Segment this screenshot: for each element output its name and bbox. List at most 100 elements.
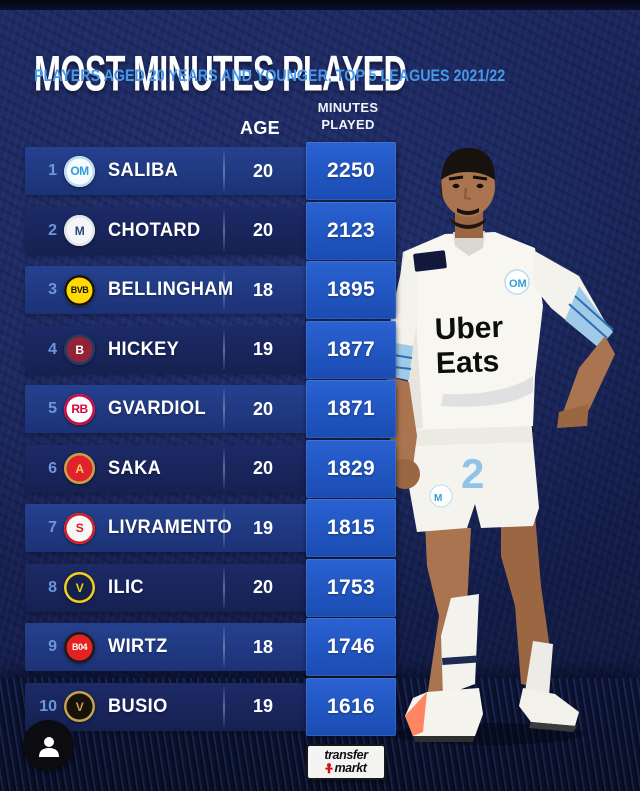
rank-label: 2 <box>48 221 57 239</box>
column-divider <box>223 151 225 191</box>
column-divider <box>223 389 225 429</box>
minutes-value-box: 1815 <box>306 499 396 557</box>
minutes-value: 2123 <box>327 218 375 242</box>
player-photo: 2 M OM Uber Eats <box>385 148 615 745</box>
age-value: 20 <box>252 458 274 478</box>
age-value: 19 <box>252 339 274 359</box>
column-header-age: AGE <box>240 118 280 138</box>
rank-label: 9 <box>48 638 57 655</box>
minutes-value: 1753 <box>327 575 375 599</box>
minutes-value: 1829 <box>327 456 375 480</box>
minutes-value: 1815 <box>327 516 375 539</box>
crest-rb-leipzig-icon: RB <box>64 393 95 425</box>
top-black-strip <box>0 0 640 10</box>
rank-label: 3 <box>48 281 57 298</box>
crest-venezia-icon: V <box>64 691 95 722</box>
player-name: HICKEY <box>108 338 180 360</box>
player-name: ILIC <box>108 576 144 598</box>
table-row: 9 B04 WIRTZ 18 1746 <box>25 618 396 676</box>
page-title: MOST MINUTES PLAYED <box>34 44 407 102</box>
person-icon <box>38 736 59 757</box>
crest-bologna-icon: B <box>64 334 95 365</box>
age-value: 19 <box>252 696 274 716</box>
crest-arsenal-icon: A <box>64 453 95 484</box>
transfermarkt-logo-line1: transfer <box>324 748 368 763</box>
table-rows: 1 OM SALIBA 20 2250 2 M CHOTARD 20 2123 … <box>25 142 396 736</box>
minutes-value: 1895 <box>327 278 375 301</box>
crest-southampton-icon: S <box>64 512 95 544</box>
minutes-value-box: 1616 <box>306 677 396 736</box>
club-crest-monogram: B04 <box>71 642 88 652</box>
player-name: LIVRAMENTO <box>108 517 233 538</box>
crest-marseille-icon: OM <box>64 155 95 187</box>
crest-montpellier-icon: M <box>64 215 95 246</box>
shorts-crest-icon: M <box>434 493 442 504</box>
column-divider <box>223 627 225 667</box>
minutes-value-box: 2250 <box>306 142 396 200</box>
rank-label: 7 <box>48 519 57 536</box>
column-divider <box>223 508 225 548</box>
column-divider <box>223 270 225 310</box>
column-header-minutes: MINUTES PLAYED <box>297 100 399 134</box>
club-crest-monogram: RB <box>71 402 88 416</box>
crest-dortmund-icon: BVB <box>64 274 95 306</box>
age-value: 19 <box>252 517 274 538</box>
age-value: 18 <box>252 636 274 657</box>
crest-leverkusen-icon: B04 <box>64 631 95 663</box>
jersey-crest-icon: OM <box>509 278 527 290</box>
transfermarkt-mascot-icon <box>325 762 334 774</box>
column-header-minutes-line1: MINUTES <box>317 100 379 115</box>
shorts-number: 2 <box>461 450 484 497</box>
column-divider <box>223 210 225 251</box>
table-row: 8 V ILIC 20 1753 <box>25 558 396 617</box>
minutes-value-box: 1895 <box>306 261 396 319</box>
table-row: 6 A SAKA 20 1829 <box>25 439 396 498</box>
transfermarkt-logo-line2: markt <box>334 761 367 775</box>
table-row: 7 S LIVRAMENTO 19 1815 <box>25 499 396 557</box>
minutes-value-box: 1829 <box>306 439 396 498</box>
minutes-value: 1871 <box>327 397 375 420</box>
rank-label: 8 <box>48 578 57 596</box>
transfermarkt-logo: transfer markt <box>306 744 386 780</box>
minutes-value: 1877 <box>327 337 375 361</box>
table-row: 1 OM SALIBA 20 2250 <box>25 142 396 200</box>
player-name: BUSIO <box>108 695 168 717</box>
club-crest-monogram: V <box>75 580 84 595</box>
rank-label: 6 <box>48 459 57 477</box>
club-crest-monogram: BVB <box>70 285 89 295</box>
player-name: SAKA <box>108 457 162 479</box>
table-row: 5 RB GVARDIOL 20 1871 <box>25 380 396 438</box>
age-value: 20 <box>252 160 274 181</box>
rank-label: 4 <box>48 340 57 358</box>
age-value: 20 <box>252 220 274 240</box>
player-name: BELLINGHAM <box>108 279 234 300</box>
age-value: 18 <box>252 279 274 300</box>
club-crest-monogram: B <box>75 342 84 357</box>
player-name: WIRTZ <box>108 636 168 657</box>
table-row: 10 V BUSIO 19 1616 <box>25 677 396 736</box>
jersey-sponsor-line2: Eats <box>435 345 499 380</box>
minutes-value-box: 1877 <box>306 320 396 379</box>
column-divider <box>223 686 225 727</box>
crest-hellas-verona-icon: V <box>64 572 95 603</box>
rank-label: 5 <box>48 400 57 417</box>
rank-label: 10 <box>39 697 57 715</box>
club-crest-monogram: OM <box>70 164 89 178</box>
profile-avatar-badge <box>23 720 74 771</box>
minutes-value: 1616 <box>327 694 375 718</box>
table-row: 3 BVB BELLINGHAM 18 1895 <box>25 261 396 319</box>
column-divider <box>223 329 225 370</box>
club-crest-monogram: V <box>75 699 84 714</box>
minutes-value: 1746 <box>327 635 375 658</box>
rank-label: 1 <box>48 162 57 179</box>
minutes-value: 2250 <box>327 159 375 182</box>
table-row: 4 B HICKEY 19 1877 <box>25 320 396 379</box>
table-row: 2 M CHOTARD 20 2123 <box>25 201 396 260</box>
minutes-value-box: 1746 <box>306 618 396 676</box>
column-header-minutes-line2: PLAYED <box>321 116 375 132</box>
column-divider <box>223 448 225 489</box>
minutes-value-box: 1753 <box>306 558 396 617</box>
minutes-value-box: 1871 <box>306 380 396 438</box>
club-crest-monogram: A <box>75 461 84 476</box>
page-subtitle: PLAYERS AGED 20 YEARS AND YOUNGER, TOP 5… <box>34 66 506 85</box>
